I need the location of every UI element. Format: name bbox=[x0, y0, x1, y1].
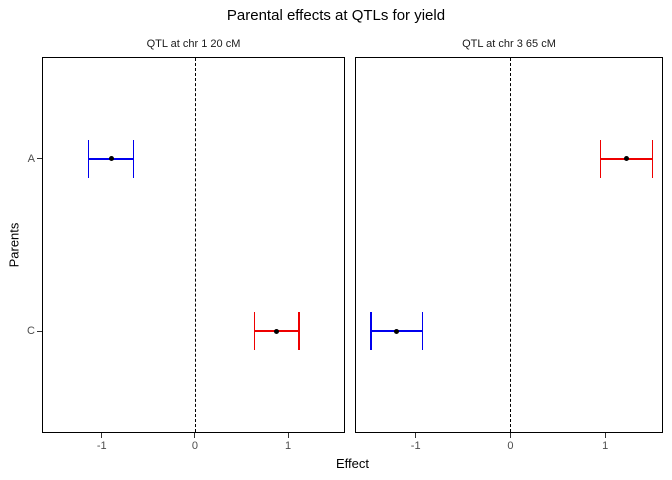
y-axis-tick bbox=[37, 158, 42, 160]
effect-point-C bbox=[274, 328, 280, 334]
errorbar-cap-low-C bbox=[253, 312, 256, 351]
y-axis-category-label-A: A bbox=[27, 152, 35, 165]
errorbar-cap-high-A bbox=[132, 139, 135, 178]
effect-point-A bbox=[108, 156, 114, 162]
x-axis-tick bbox=[101, 433, 103, 438]
x-axis-tick-label: 1 bbox=[285, 440, 292, 452]
zero-reference-line bbox=[510, 58, 512, 432]
y-axis-tick bbox=[37, 330, 42, 332]
chart-title: Parental effects at QTLs for yield bbox=[226, 7, 446, 24]
x-axis-tick-label: -1 bbox=[410, 440, 421, 452]
x-axis-tick bbox=[415, 433, 417, 438]
x-axis-tick-label: 0 bbox=[191, 440, 198, 452]
x-axis-tick-label: -1 bbox=[96, 440, 107, 452]
x-axis-tick-label: 1 bbox=[602, 440, 609, 452]
panel-qtl-chr1 bbox=[42, 57, 345, 433]
errorbar-cap-high-C bbox=[298, 312, 301, 351]
errorbar-cap-high-A bbox=[651, 139, 654, 178]
x-axis-tick bbox=[194, 433, 196, 438]
facet-label-qtl-chr1: QTL at chr 1 20 cM bbox=[146, 38, 241, 50]
zero-reference-line bbox=[194, 58, 196, 432]
errorbar-cap-low-A bbox=[87, 139, 90, 178]
errorbar-cap-low-A bbox=[599, 139, 602, 178]
errorbar-cap-high-C bbox=[421, 312, 424, 351]
facet-label-qtl-chr3: QTL at chr 3 65 cM bbox=[462, 38, 556, 50]
x-axis-title: Effect bbox=[335, 456, 369, 471]
x-axis-tick-label: 0 bbox=[507, 440, 514, 452]
y-axis-title: Parents bbox=[6, 222, 22, 268]
x-axis-tick bbox=[604, 433, 606, 438]
x-axis-tick bbox=[509, 433, 511, 438]
x-axis-tick bbox=[287, 433, 289, 438]
effect-point-C bbox=[394, 328, 400, 334]
y-axis-category-label-C: C bbox=[27, 325, 35, 338]
errorbar-cap-low-C bbox=[370, 312, 372, 351]
panel-qtl-chr3 bbox=[355, 57, 663, 433]
effect-point-A bbox=[623, 156, 629, 162]
